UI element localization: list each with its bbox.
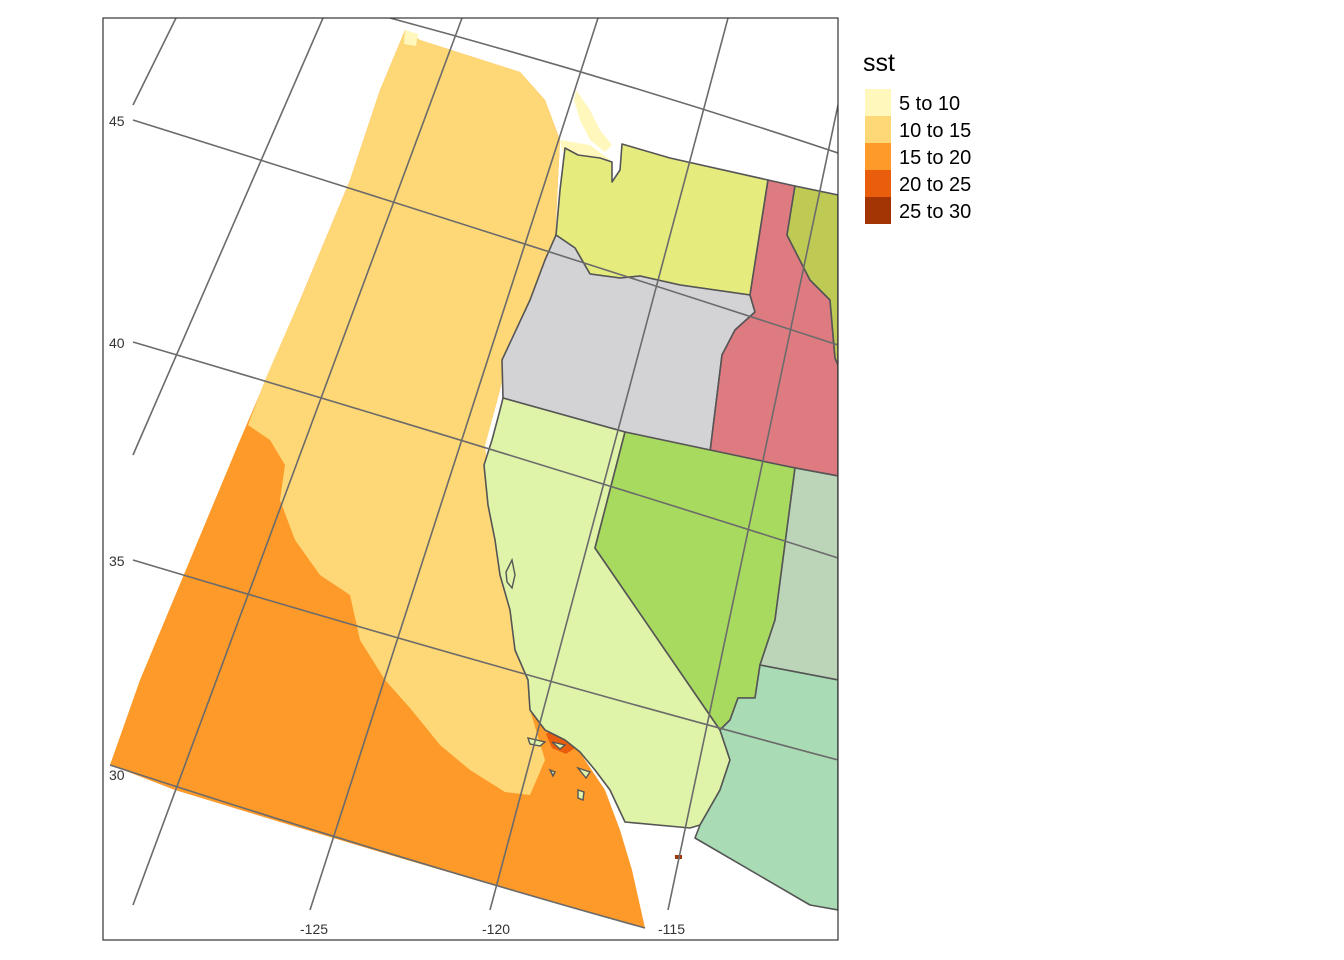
legend-swatch bbox=[865, 116, 891, 143]
lat-label-45: 45 bbox=[109, 113, 125, 129]
legend-label: 10 to 15 bbox=[899, 120, 971, 142]
lat-label-35: 35 bbox=[109, 553, 125, 569]
channel-island bbox=[575, 766, 592, 780]
channel-island bbox=[505, 557, 516, 590]
legend-swatch bbox=[865, 170, 891, 197]
map-frame bbox=[102, 17, 839, 941]
lon-label-115: -115 bbox=[658, 921, 685, 937]
channel-island bbox=[526, 737, 547, 747]
channel-island bbox=[548, 768, 556, 778]
state-arizona bbox=[694, 664, 838, 911]
channel-island bbox=[551, 741, 567, 750]
graticule-meridians bbox=[132, 18, 838, 911]
legend-swatch bbox=[865, 197, 891, 224]
lon-label-120: -120 bbox=[482, 921, 510, 937]
graticule-parallels bbox=[109, 18, 838, 929]
legend: sst 5 to 10 10 to 15 15 to 20 20 to 25 25 to… bbox=[863, 49, 971, 224]
legend-title: sst bbox=[863, 49, 895, 77]
legend-swatch bbox=[865, 143, 891, 170]
lon-label-125: -125 bbox=[300, 921, 328, 937]
legend-label: 5 to 10 bbox=[899, 93, 960, 115]
state-montana bbox=[786, 185, 838, 366]
legend-label: 15 to 20 bbox=[899, 147, 971, 169]
lat-label-30: 30 bbox=[109, 767, 125, 783]
lat-label-40: 40 bbox=[109, 335, 125, 351]
channel-island bbox=[577, 789, 585, 801]
legend-swatch bbox=[865, 89, 891, 116]
legend-label: 25 to 30 bbox=[899, 201, 971, 223]
sst-region-10-to-15 bbox=[248, 30, 560, 795]
legend-label: 20 to 25 bbox=[899, 174, 971, 196]
